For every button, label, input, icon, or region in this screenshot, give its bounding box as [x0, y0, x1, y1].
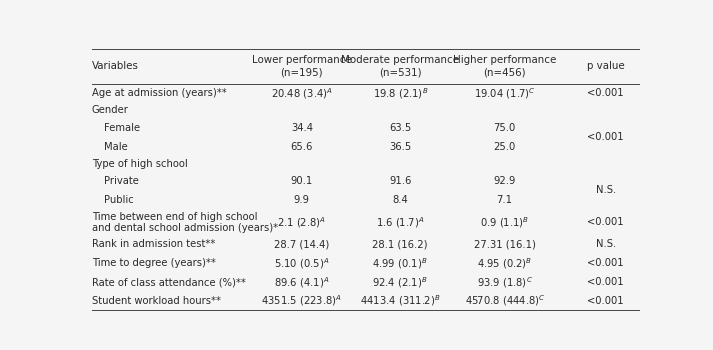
Text: Male: Male: [104, 141, 128, 152]
Text: <0.001: <0.001: [588, 296, 624, 306]
Text: 89.6 (4.1)$^{A}$: 89.6 (4.1)$^{A}$: [274, 275, 329, 289]
Text: 9.9: 9.9: [294, 195, 310, 205]
Text: Student workload hours**: Student workload hours**: [92, 296, 221, 306]
Text: 4413.4 (311.2)$^{B}$: 4413.4 (311.2)$^{B}$: [360, 294, 441, 308]
Text: and dental school admission (years)*: and dental school admission (years)*: [92, 223, 278, 233]
Text: 63.5: 63.5: [389, 123, 411, 133]
Text: <0.001: <0.001: [588, 88, 624, 98]
Text: 92.9: 92.9: [493, 176, 515, 186]
Text: Gender: Gender: [92, 105, 129, 116]
Text: p value: p value: [587, 61, 625, 71]
Text: Variables: Variables: [92, 61, 139, 71]
Text: 28.7 (14.4): 28.7 (14.4): [275, 239, 329, 250]
Text: <0.001: <0.001: [588, 217, 624, 227]
Text: Type of high school: Type of high school: [92, 159, 188, 169]
Text: 20.48 (3.4)$^{A}$: 20.48 (3.4)$^{A}$: [271, 86, 333, 100]
Text: 19.8 (2.1)$^{B}$: 19.8 (2.1)$^{B}$: [372, 86, 428, 100]
Text: 0.9 (1.1)$^{B}$: 0.9 (1.1)$^{B}$: [480, 215, 529, 230]
Text: <0.001: <0.001: [588, 132, 624, 142]
Text: 75.0: 75.0: [493, 123, 515, 133]
Text: N.S.: N.S.: [595, 186, 616, 196]
Text: 4.95 (0.2)$^{B}$: 4.95 (0.2)$^{B}$: [477, 256, 532, 271]
Text: Private: Private: [104, 176, 139, 186]
Text: 4570.8 (444.8)$^{C}$: 4570.8 (444.8)$^{C}$: [464, 294, 545, 308]
Text: Public: Public: [104, 195, 134, 205]
Text: 4351.5 (223.8)$^{A}$: 4351.5 (223.8)$^{A}$: [262, 294, 342, 308]
Text: N.S.: N.S.: [595, 239, 616, 250]
Text: Time to degree (years)**: Time to degree (years)**: [92, 258, 216, 268]
Text: Rate of class attendance (%)**: Rate of class attendance (%)**: [92, 277, 246, 287]
Text: 90.1: 90.1: [291, 176, 313, 186]
Text: Time between end of high school: Time between end of high school: [92, 212, 257, 222]
Text: 4.99 (0.1)$^{B}$: 4.99 (0.1)$^{B}$: [372, 256, 428, 271]
Text: Age at admission (years)**: Age at admission (years)**: [92, 88, 227, 98]
Text: 7.1: 7.1: [497, 195, 513, 205]
Text: 1.6 (1.7)$^{A}$: 1.6 (1.7)$^{A}$: [376, 215, 424, 230]
Text: 8.4: 8.4: [392, 195, 408, 205]
Text: 65.6: 65.6: [291, 141, 313, 152]
Text: 34.4: 34.4: [291, 123, 313, 133]
Text: Rank in admission test**: Rank in admission test**: [92, 239, 215, 250]
Text: <0.001: <0.001: [588, 277, 624, 287]
Text: 19.04 (1.7)$^{C}$: 19.04 (1.7)$^{C}$: [474, 86, 535, 100]
Text: 25.0: 25.0: [493, 141, 515, 152]
Text: 36.5: 36.5: [389, 141, 411, 152]
Text: 28.1 (16.2): 28.1 (16.2): [372, 239, 428, 250]
Text: Lower performance
(n=195): Lower performance (n=195): [252, 55, 352, 77]
Text: 92.4 (2.1)$^{B}$: 92.4 (2.1)$^{B}$: [372, 275, 428, 289]
Text: 91.6: 91.6: [389, 176, 411, 186]
Text: Higher performance
(n=456): Higher performance (n=456): [453, 55, 556, 77]
Text: 2.1 (2.8)$^{A}$: 2.1 (2.8)$^{A}$: [277, 215, 327, 230]
Text: 5.10 (0.5)$^{A}$: 5.10 (0.5)$^{A}$: [274, 256, 329, 271]
Text: Moderate performance
(n=531): Moderate performance (n=531): [341, 55, 459, 77]
Text: <0.001: <0.001: [588, 258, 624, 268]
Text: 93.9 (1.8)$^{C}$: 93.9 (1.8)$^{C}$: [477, 275, 533, 289]
Text: 27.31 (16.1): 27.31 (16.1): [473, 239, 535, 250]
Text: Female: Female: [104, 123, 140, 133]
